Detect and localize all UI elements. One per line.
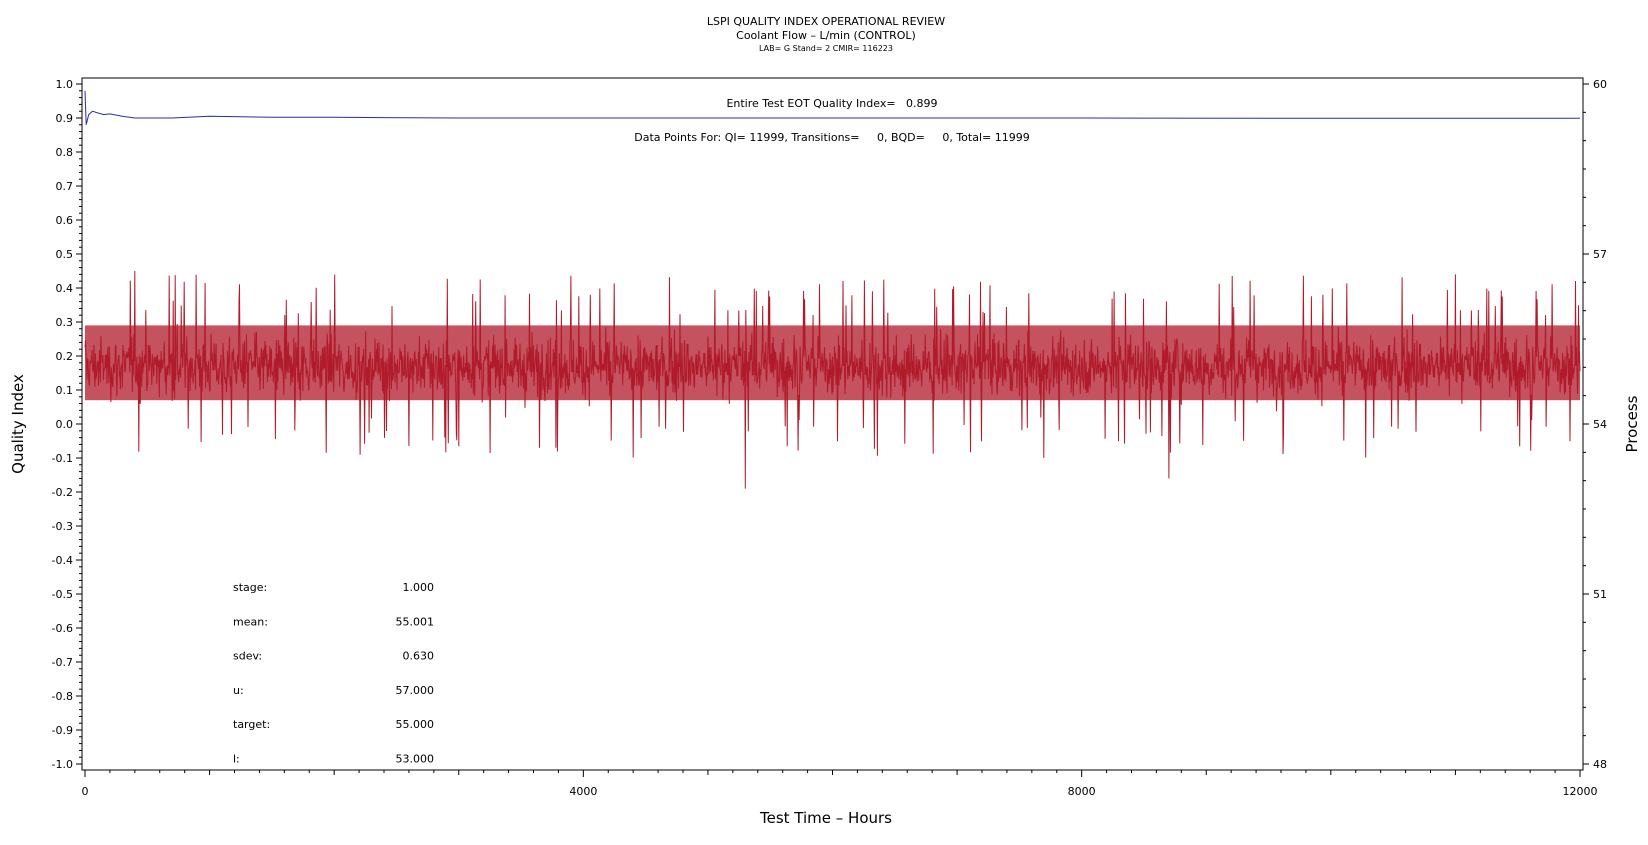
y-tick-label: -1.0 (52, 758, 73, 771)
y2-tick-label: 51 (1593, 588, 1607, 601)
series-red-line (84, 270, 1581, 489)
datapoints-annotation: Data Points For: QI= 11999, Transitions=… (634, 131, 1029, 144)
stat-label: mean: (233, 615, 268, 628)
stat-value: 55.001 (396, 615, 435, 628)
y-tick-label: 0.5 (56, 248, 74, 261)
y-tick-label: -0.7 (52, 656, 73, 669)
y-tick-label: -0.9 (52, 724, 73, 737)
y-tick-label: -0.6 (52, 622, 73, 635)
y-axis-title: Quality Index (9, 374, 27, 474)
stat-value: 57.000 (396, 684, 435, 697)
y2-tick-label: 57 (1593, 248, 1607, 261)
y2-tick-label: 60 (1593, 78, 1607, 91)
y-tick-label: 0.8 (56, 146, 74, 159)
x-tick-label: 0 (82, 785, 89, 798)
chart-subtitle: Coolant Flow – L/min (CONTROL) (736, 29, 916, 42)
y-tick-label: 0.1 (56, 384, 74, 397)
y-axis-left: 1.0 0.9 0.8 0.7 0.6 0.5 0.4 0.3 0.2 0.1 0.0 -0.1 -0.… (52, 78, 82, 771)
stat-value: 0.630 (403, 650, 435, 663)
y-tick-label: -0.3 (52, 520, 73, 533)
stat-label: u: (233, 684, 244, 697)
y-tick-label: 0.0 (56, 418, 74, 431)
series-red-quality-index (84, 270, 1581, 489)
y-tick-label: -0.5 (52, 588, 73, 601)
series-blue-eot-index (84, 90, 1580, 125)
stat-value: 53.000 (396, 753, 435, 766)
plot-frame (81, 77, 1584, 771)
y-tick-label: 0.9 (56, 112, 74, 125)
y-axis-right: 60 57 54 51 48 (1583, 78, 1607, 771)
stat-label: sdev: (233, 650, 262, 663)
y2-tick-label: 54 (1593, 418, 1607, 431)
eot-annotation: Entire Test EOT Quality Index= 0.899 (726, 97, 937, 110)
y-tick-label: 0.3 (56, 316, 74, 329)
y-tick-label: 1.0 (56, 78, 74, 91)
y-tick-label: -0.2 (52, 486, 73, 499)
stat-value: 1.000 (403, 581, 435, 594)
stat-value: 55.000 (396, 718, 435, 731)
y-tick-label: 0.7 (56, 180, 74, 193)
y2-axis-title: Process (1623, 395, 1641, 452)
y-tick-label: -0.4 (52, 554, 73, 567)
y2-tick-label: 48 (1593, 758, 1607, 771)
y-tick-label: 0.6 (56, 214, 74, 227)
y-tick-label: -0.1 (52, 452, 73, 465)
stats-block: stage: 1.000 mean: 55.001 sdev: 0.630 u: 57.000… (233, 581, 434, 766)
x-tick-label: 12000 (1563, 785, 1598, 798)
x-tick-label: 4000 (569, 785, 597, 798)
stat-label: l: (233, 753, 240, 766)
stat-label: target: (233, 718, 270, 731)
y-tick-label: 0.4 (56, 282, 74, 295)
chart-meta: LAB= G Stand= 2 CMIR= 116223 (759, 44, 893, 53)
chart-title: LSPI QUALITY INDEX OPERATIONAL REVIEW (707, 15, 945, 28)
stat-label: stage: (233, 581, 267, 594)
x-axis-title: Test Time – Hours (759, 809, 892, 827)
y-tick-label: -0.8 (52, 690, 73, 703)
x-tick-label: 8000 (1068, 785, 1096, 798)
x-axis: 0 4000 8000 12000 (82, 770, 1598, 798)
y-tick-label: 0.2 (56, 350, 74, 363)
